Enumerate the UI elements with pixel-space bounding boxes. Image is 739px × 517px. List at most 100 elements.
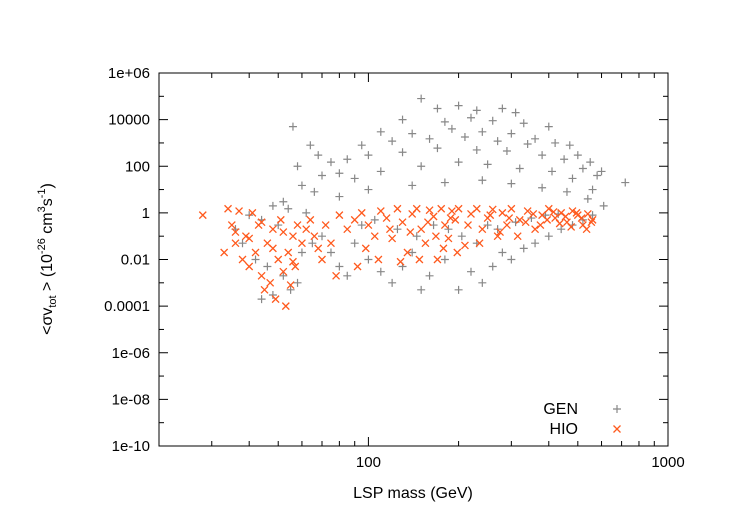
hio-point [257,218,266,227]
gen-point [388,137,397,146]
legend-label-gen: GEN [543,401,578,418]
hio-point [472,204,481,213]
y-tick-label: 0.0001 [104,298,150,315]
hio-point [245,234,254,243]
hio-point [198,211,207,220]
gen-point [472,145,481,154]
hio-point [291,262,300,271]
gen-point [288,122,297,131]
gen-point [417,162,426,171]
hio-point [364,221,373,230]
y-tick-label: 10000 [108,112,150,129]
gen-point [523,140,532,149]
gen-point [551,138,560,147]
gen-point [557,225,566,234]
gen-point [297,181,306,190]
y-tick-label: 1e-10 [112,438,150,455]
hio-point [423,218,432,227]
hio-point [224,204,233,213]
gen-point [478,127,487,136]
gen-point [306,141,315,150]
gen-point [493,137,502,146]
gen-point [286,285,295,294]
gen-point [417,94,426,103]
hio-point [357,208,366,217]
hio-point [268,225,277,234]
gen-point [507,129,516,138]
hio-point [568,207,577,215]
gen-point [472,106,481,115]
hio-point [231,228,240,237]
hio-point [406,228,415,237]
hio-point [529,209,538,218]
hio-point [388,234,397,243]
gen-point [578,164,587,173]
hio-point [439,244,448,253]
hio-point [513,232,522,241]
gen-point [507,179,516,188]
gen-point [335,262,344,271]
gen-point [515,164,524,173]
gen-point [454,285,463,294]
gen-point [621,178,630,187]
hio-point [260,285,269,294]
hio-point [451,215,460,224]
gen-point [376,127,385,136]
x-tick-label: 1000 [651,454,684,471]
y-tick-label: 100 [125,158,150,175]
hio-point [475,239,484,248]
hio-point [353,262,362,271]
hio-point [289,257,297,266]
gen-point [466,113,475,122]
hio-point [248,208,257,217]
plot-frame [158,72,669,447]
gen-point [440,178,449,187]
gen-point [568,174,577,183]
gen-point [478,278,487,287]
gen-point [279,197,288,206]
hio-point [577,214,586,223]
gen-point [593,171,602,180]
hio-point [268,244,277,253]
hio-point [343,225,352,234]
gen-point [293,162,302,171]
gen-point [544,232,553,241]
hio-point [583,209,592,218]
gen-point [251,255,260,264]
gen-point [599,201,608,210]
hio-point [274,255,283,264]
gen-point [547,167,556,176]
hio-point [279,228,288,237]
hio-point [321,221,330,230]
gen-point [573,151,582,160]
hio-point [266,278,275,287]
hio-point [496,228,504,237]
gen-legend-marker [613,405,621,413]
hio-point [544,204,553,213]
hio-point [478,225,487,234]
hio-point [536,221,545,230]
y-tick-label: 1e+06 [108,65,150,82]
hio-point [531,225,540,234]
points-layer [198,94,630,311]
gen-point [257,295,266,304]
ticks-layer: 1e-10 1e-08 1e-06 0.0001 0.01 1 100 10000 1e+06 1… [104,65,685,471]
gen-point [502,147,511,156]
hio-point [289,232,297,241]
y-tick-label: 1e-08 [112,391,150,408]
hio-point [297,239,306,248]
hio-point [421,239,430,248]
gen-point [425,134,434,143]
hio-point [505,214,514,223]
hio-point [227,221,236,230]
hio-point [302,225,311,234]
hio-point [573,211,582,220]
hio-point [464,221,472,230]
gen-point [302,208,311,217]
hio-point [276,215,285,224]
gen-point [425,271,434,280]
hio-point [220,248,229,257]
hio-point [393,204,402,213]
hio-point [523,207,532,215]
gen-point [376,267,385,276]
